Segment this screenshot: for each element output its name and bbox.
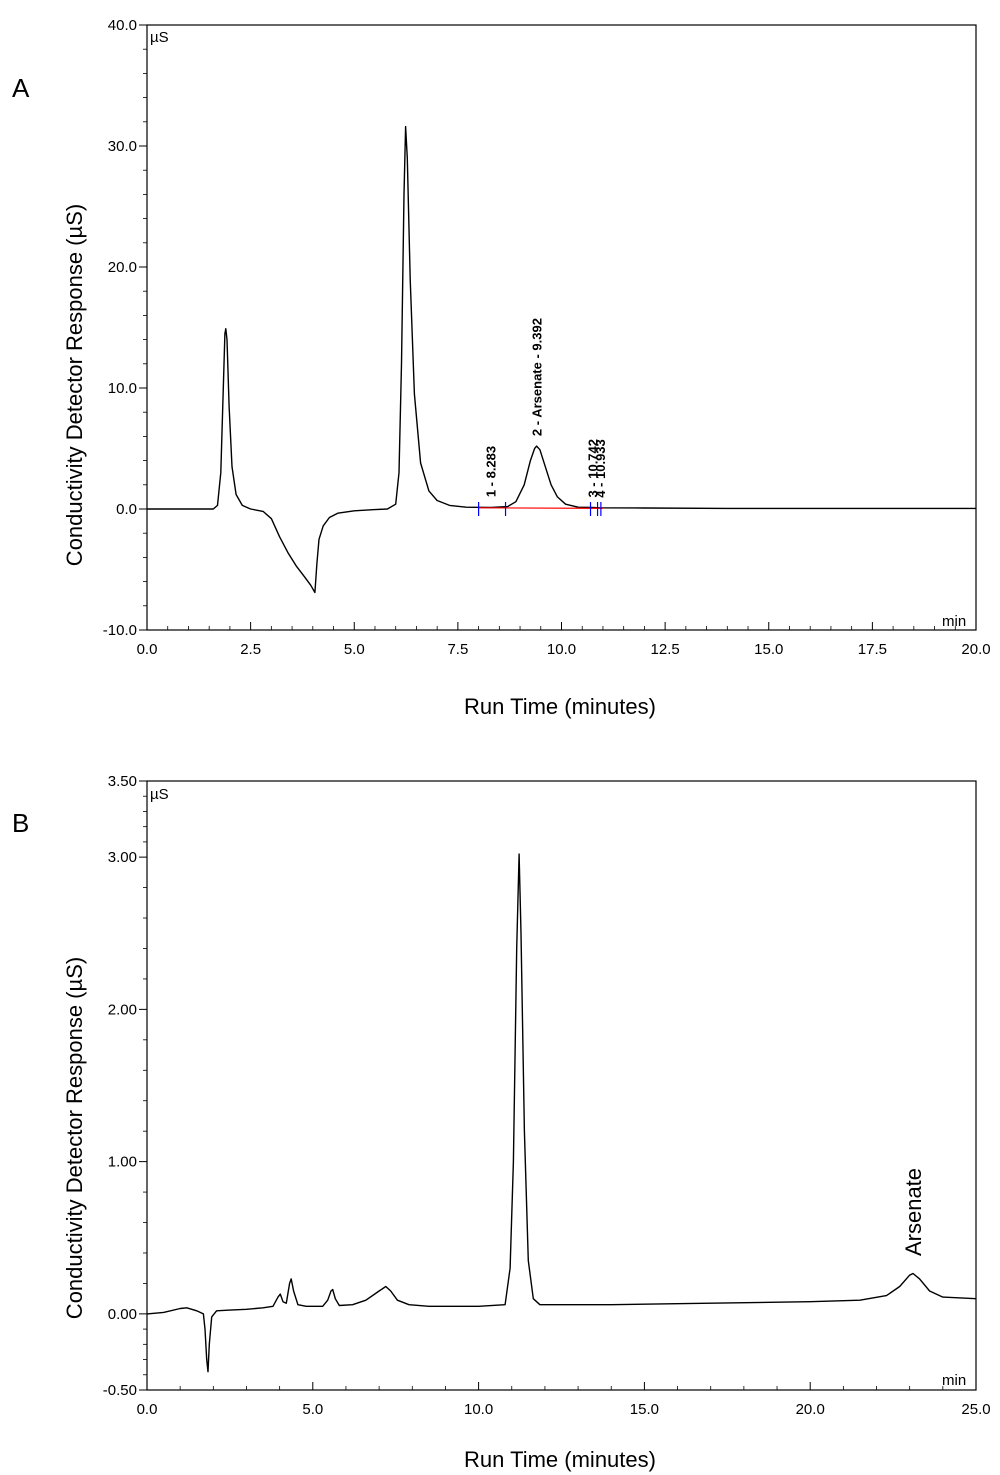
integration-baseline — [478, 507, 604, 509]
x-tick-label: 5.0 — [344, 641, 365, 658]
x-tick-label: 25.0 — [961, 1401, 990, 1418]
x-axis-title: Run Time (minutes) — [464, 1447, 656, 1472]
x-tick-label: 0.0 — [137, 1401, 158, 1418]
x-axis-title: Run Time (minutes) — [464, 694, 656, 719]
y-axis-title: Conductivity Detector Response (µS) — [62, 204, 87, 566]
x-axis-ticks: 0.0 5.0 10.0 15.0 20.0 25.0 — [137, 1382, 991, 1418]
annotations-group: Arsenate — [901, 1168, 926, 1256]
x-unit-label: min — [942, 613, 966, 630]
plot-frame — [146, 780, 977, 1391]
peak-labels-group: 1 - 8.283 2 - Arsenate - 9.392 3 - 10.7424… — [483, 318, 608, 498]
chromatogram-trace — [147, 125, 976, 594]
chromatogram-panel-a: A µS min 0.0 2.5 5.0 7.5 10.0 12.5 15.0 17.5 20.… — [12, 17, 991, 719]
y-tick-label: 3.00 — [108, 849, 137, 866]
x-tick-label: 0.0 — [137, 641, 158, 658]
peak-annotation: Arsenate — [901, 1168, 926, 1256]
x-tick-label: 7.5 — [447, 641, 468, 658]
y-axis-title: Conductivity Detector Response (µS) — [62, 957, 87, 1319]
x-tick-label: 17.5 — [858, 641, 887, 658]
y-unit-label: µS — [150, 29, 169, 46]
x-tick-label: 15.0 — [754, 641, 783, 658]
peak-label: 2 - Arsenate - 9.392 — [529, 318, 544, 436]
y-axis-ticks: -0.50 0.00 1.00 2.00 3.00 3.50 — [103, 773, 147, 1399]
panel-label: B — [12, 808, 29, 838]
x-tick-label: 5.0 — [302, 1401, 323, 1418]
y-tick-label: -10.0 — [103, 622, 137, 639]
y-tick-label: -0.50 — [103, 1382, 137, 1399]
y-tick-label: 40.0 — [108, 17, 137, 34]
y-axis-ticks: -10.0 0.0 10.0 20.0 30.0 40.0 — [103, 17, 147, 639]
y-tick-label: 2.00 — [108, 1001, 137, 1018]
chromatogram-panel-b: B µS min 0.0 5.0 10.0 15.0 20.0 25.0 -0.500.0… — [12, 773, 991, 1472]
panel-label: A — [12, 73, 30, 103]
x-tick-label: 20.0 — [961, 641, 990, 658]
peak-label: 3 - 10.742 — [585, 439, 600, 498]
x-unit-label: min — [942, 1372, 966, 1389]
chromatogram-trace — [146, 853, 977, 1373]
x-axis-ticks: 0.0 2.5 5.0 7.5 10.0 12.5 15.0 17.5 20.0 — [137, 622, 991, 658]
y-unit-label: µS — [150, 786, 169, 803]
plot-frame — [146, 24, 977, 631]
y-tick-label: 10.0 — [108, 380, 137, 397]
peak-label: 4 - 10.933 — [593, 439, 608, 498]
x-tick-label: 2.5 — [240, 641, 261, 658]
x-tick-label: 15.0 — [630, 1401, 659, 1418]
y-tick-label: 1.00 — [108, 1154, 137, 1171]
y-tick-label: 20.0 — [108, 259, 137, 276]
y-tick-label: 0.0 — [116, 501, 137, 518]
data-series-group — [146, 853, 977, 1373]
y-tick-label: 0.00 — [108, 1306, 137, 1323]
peak-label: 1 - 8.283 — [483, 446, 498, 497]
x-tick-label: 10.0 — [547, 641, 576, 658]
data-series-group — [147, 125, 976, 594]
y-tick-label: 30.0 — [108, 138, 137, 155]
x-tick-label: 12.5 — [651, 641, 680, 658]
x-tick-label: 20.0 — [796, 1401, 825, 1418]
y-tick-label: 3.50 — [108, 773, 137, 790]
x-tick-label: 10.0 — [464, 1401, 493, 1418]
